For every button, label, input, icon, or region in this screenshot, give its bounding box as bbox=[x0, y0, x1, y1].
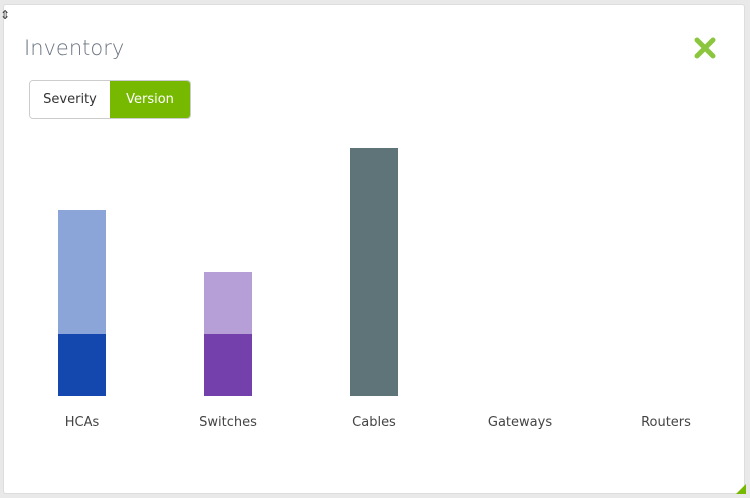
resize-corner-icon[interactable] bbox=[736, 484, 746, 494]
category-label-switches: Switches bbox=[199, 415, 257, 430]
toggle-version[interactable]: Version bbox=[110, 81, 190, 118]
bar-hcas-segment-0[interactable] bbox=[58, 334, 106, 396]
bar-switches-segment-1[interactable] bbox=[204, 272, 252, 334]
category-label-cables: Cables bbox=[352, 415, 396, 430]
cursor-icon: ⇕ bbox=[0, 8, 11, 22]
toggle-severity[interactable]: Severity bbox=[30, 81, 110, 118]
panel-title: Inventory bbox=[24, 36, 125, 60]
view-toggle: Severity Version bbox=[29, 80, 191, 119]
category-label-routers: Routers bbox=[641, 415, 691, 430]
bar-switches-segment-0[interactable] bbox=[204, 334, 252, 396]
bar-hcas-segment-1[interactable] bbox=[58, 210, 106, 334]
category-label-gateways: Gateways bbox=[488, 415, 552, 430]
close-x-icon[interactable] bbox=[693, 36, 717, 60]
category-label-hcas: HCAs bbox=[65, 415, 100, 430]
bar-cables-segment-0[interactable] bbox=[350, 148, 398, 396]
